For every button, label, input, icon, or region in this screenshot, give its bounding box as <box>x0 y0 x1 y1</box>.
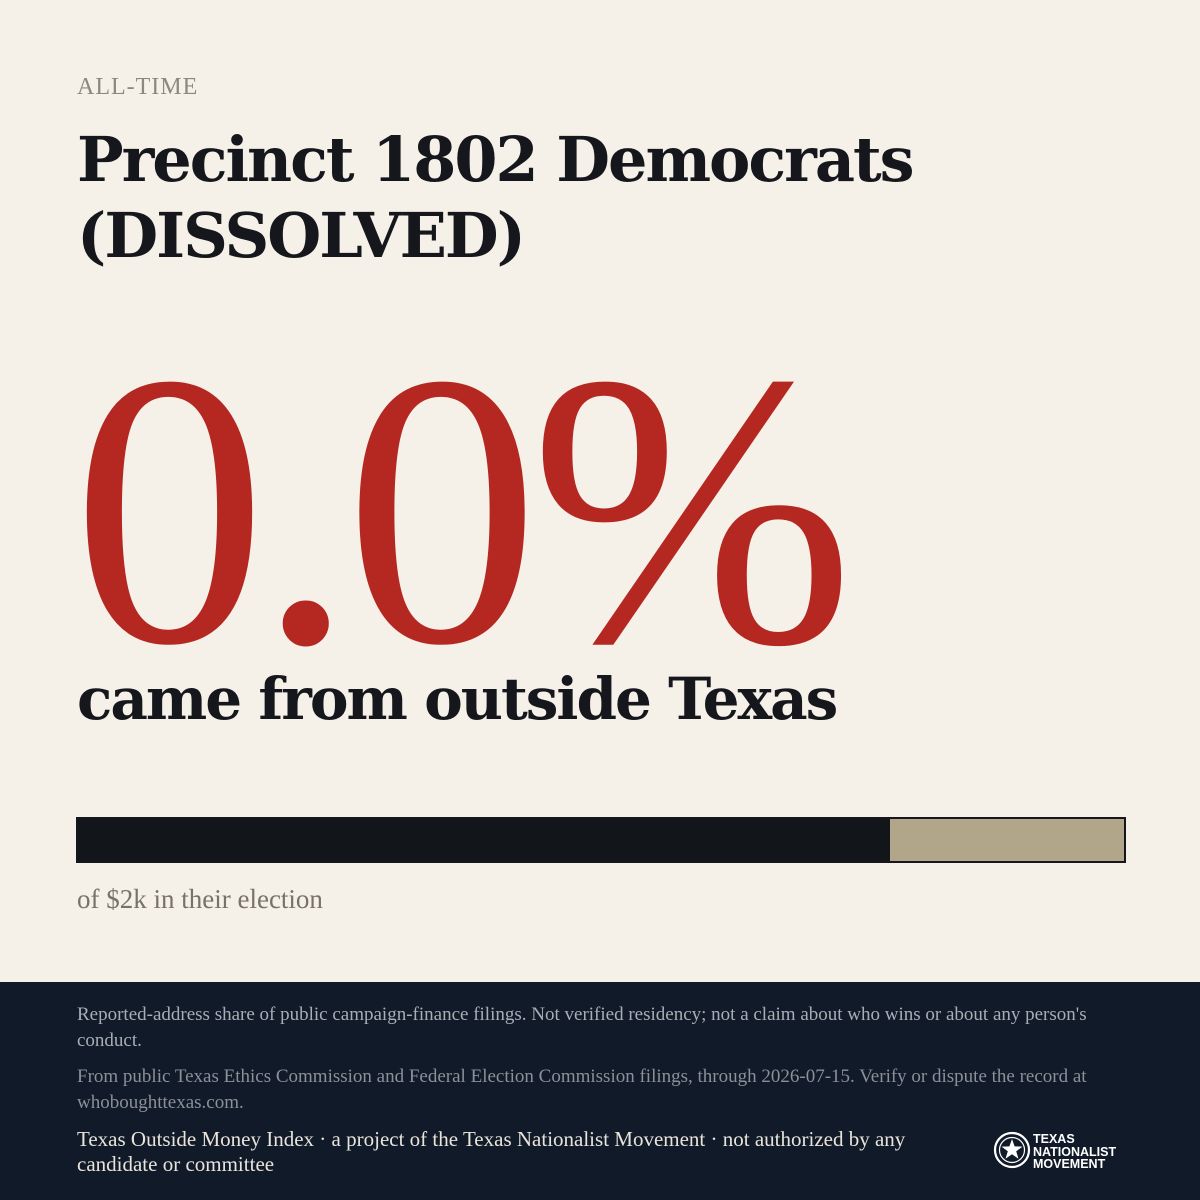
share-bar-fill <box>78 819 890 861</box>
logo-line: TEXAS <box>1033 1132 1075 1146</box>
logo-line: NATIONALIST <box>1033 1144 1117 1159</box>
content-card: ALL-TIME Precinct 1802 Democrats (DISSOL… <box>72 74 1126 914</box>
credit-text: Texas Outside Money Index · a project of… <box>77 1127 906 1176</box>
share-bar <box>76 817 1126 863</box>
bar-caption: of $2k in their election <box>77 884 323 914</box>
page-title: Precinct 1802 Democrats (DISSOLVED) <box>77 123 915 272</box>
stat-description: came from outside Texas <box>77 665 838 733</box>
star-emblem-icon <box>993 1131 1031 1169</box>
outside-share-stat: 0.0% <box>72 294 854 726</box>
time-range-label: ALL-TIME <box>77 74 199 100</box>
footer: Reported-address share of public campaig… <box>0 982 1200 1200</box>
logo-wordmark: TEXAS NATIONALIST MOVEMENT <box>1033 1133 1116 1171</box>
tnm-logo: TEXAS NATIONALIST MOVEMENT <box>993 1130 1133 1174</box>
disclaimer-text: Reported-address share of public campaig… <box>77 1004 1087 1051</box>
logo-line: MOVEMENT <box>1033 1157 1106 1171</box>
source-text: From public Texas Ethics Commission and … <box>77 1066 1087 1113</box>
